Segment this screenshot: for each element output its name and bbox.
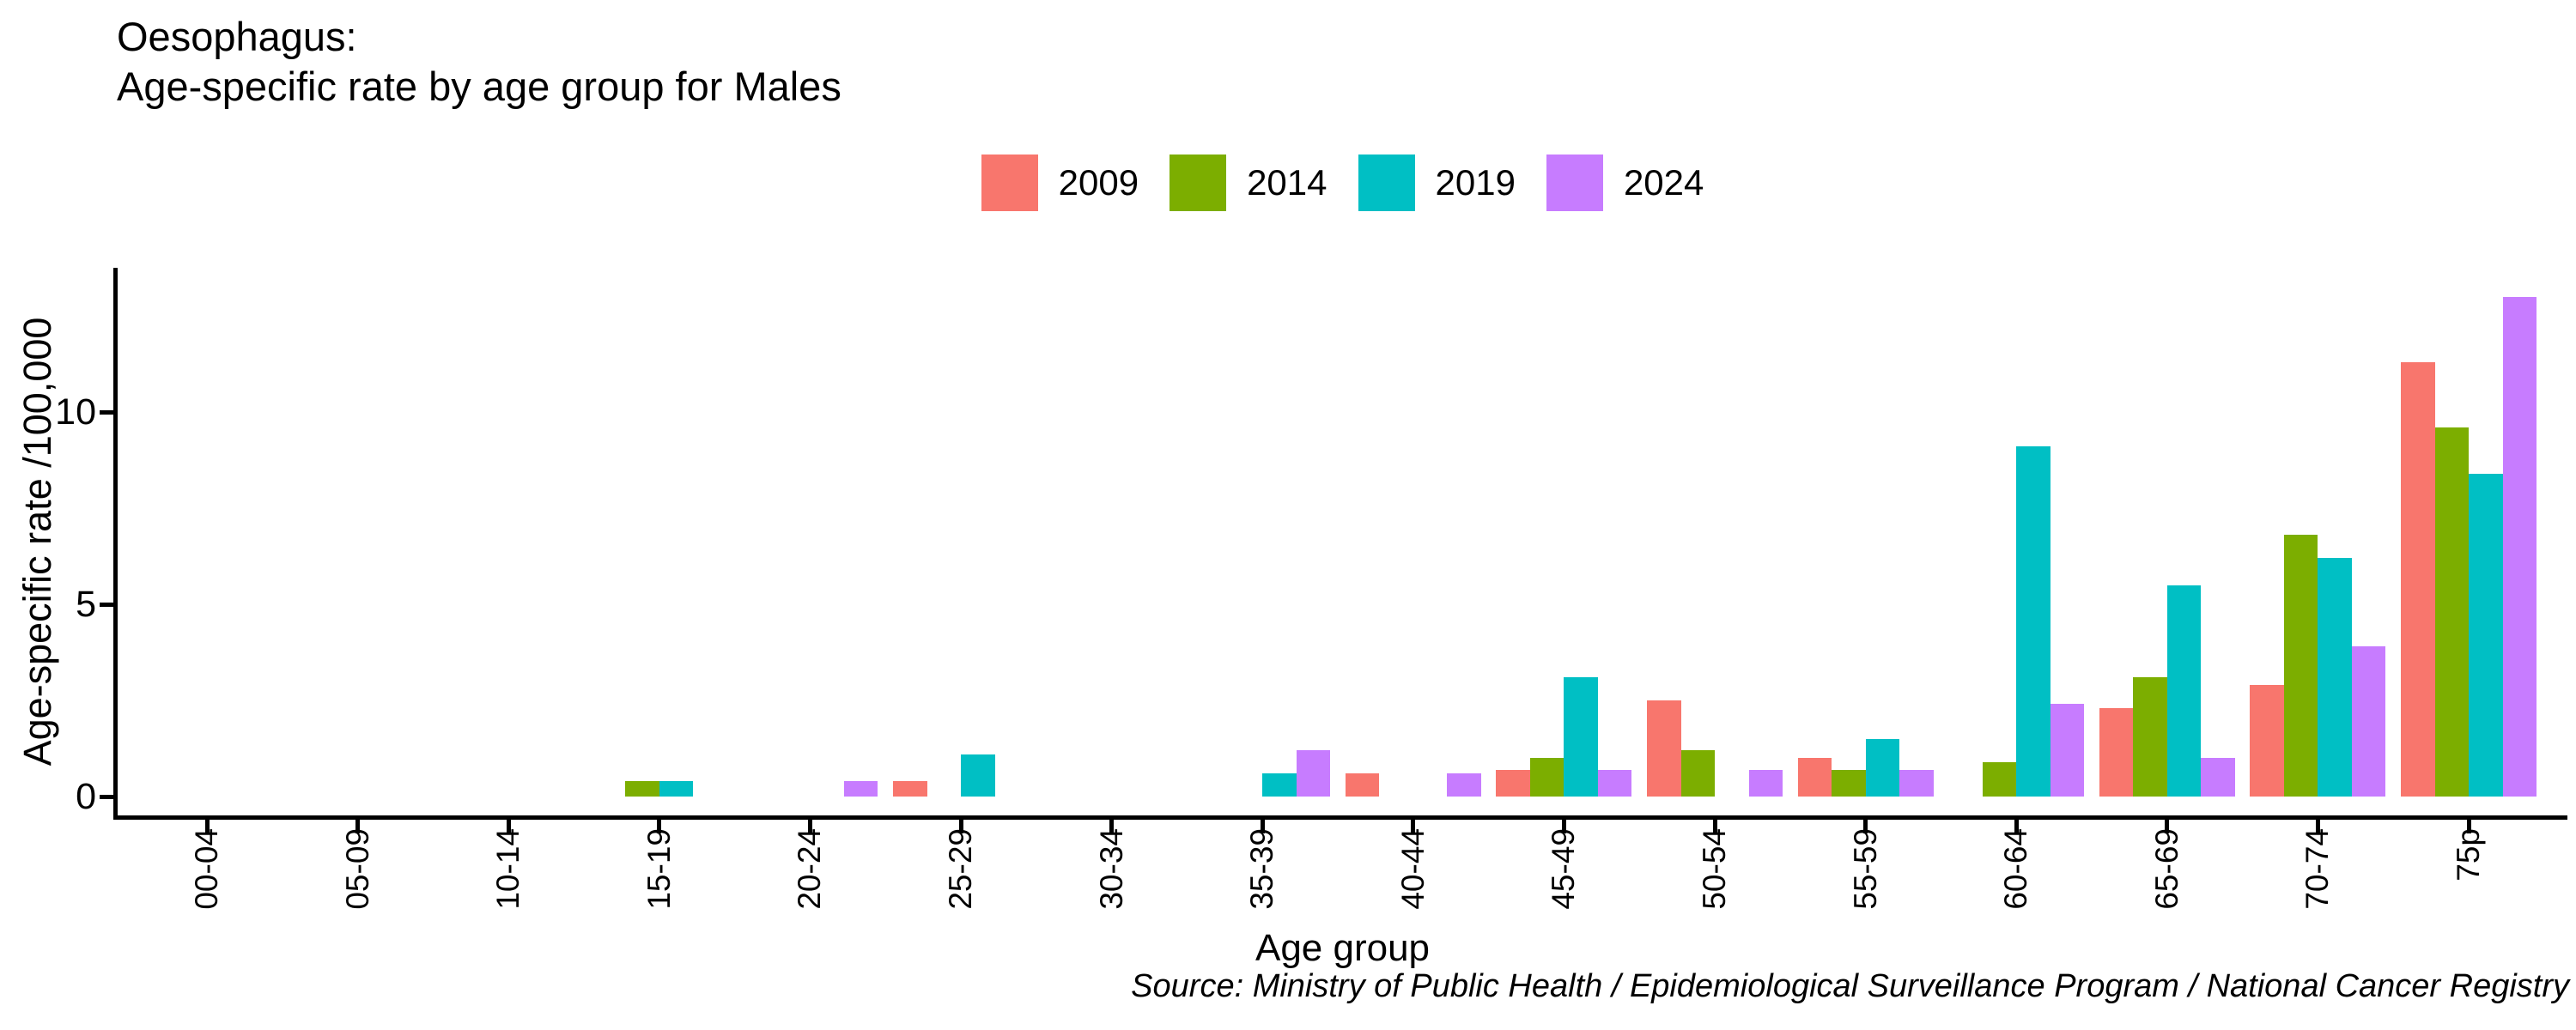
x-axis-tick xyxy=(1561,820,1566,833)
bar-65-69-2024 xyxy=(2201,758,2235,797)
bar-60-64-2014 xyxy=(1982,762,2017,797)
bar-70-74-2024 xyxy=(2351,646,2386,797)
legend: 2009 2014 2019 2024 xyxy=(118,154,2567,211)
bar-70-74-2009 xyxy=(2250,685,2284,797)
source-note: Source: Ministry of Public Health / Epid… xyxy=(1131,968,2569,1004)
bar-45-49-2009 xyxy=(1496,770,1530,797)
x-axis-line xyxy=(113,815,2567,820)
x-axis-tick-label: 00-04 xyxy=(189,828,224,910)
bar-50-54-2014 xyxy=(1680,750,1715,797)
legend-swatch-2009 xyxy=(981,154,1038,211)
x-axis-tick-label: 35-39 xyxy=(1244,828,1280,910)
chart-title-line2: Age-specific rate by age group for Males xyxy=(117,64,841,109)
bar-75p-2024 xyxy=(2502,297,2537,797)
x-axis-tick xyxy=(1712,820,1717,833)
legend-swatch-2019 xyxy=(1358,154,1415,211)
y-axis-tick xyxy=(100,794,113,799)
bar-65-69-2014 xyxy=(2133,677,2167,797)
x-axis-tick-label: 75p xyxy=(2451,828,2486,882)
x-axis-tick-label: 30-34 xyxy=(1093,828,1129,910)
bar-70-74-2014 xyxy=(2283,535,2318,797)
x-axis-tick xyxy=(1260,820,1265,833)
legend-label-2019: 2019 xyxy=(1435,162,1516,203)
legend-label-2024: 2024 xyxy=(1623,162,1704,203)
bar-50-54-2024 xyxy=(1748,770,1783,797)
bar-45-49-2014 xyxy=(1529,758,1564,797)
bar-35-39-2024 xyxy=(1296,750,1331,797)
legend-item-2009: 2009 xyxy=(981,154,1139,211)
bar-40-44-2024 xyxy=(1447,773,1481,797)
bar-35-39-2019 xyxy=(1262,773,1297,797)
legend-item-2024: 2024 xyxy=(1546,154,1704,211)
chart-title-line1: Oesophagus: xyxy=(117,14,357,59)
y-axis-tick xyxy=(100,409,113,415)
x-axis-tick xyxy=(2466,820,2471,833)
y-axis-line xyxy=(113,268,118,820)
x-axis-tick xyxy=(506,820,511,833)
bar-75p-2009 xyxy=(2401,362,2435,797)
legend-swatch-2014 xyxy=(1170,154,1227,211)
bar-55-59-2014 xyxy=(1832,770,1866,797)
bar-20-24-2024 xyxy=(843,781,878,797)
bar-55-59-2019 xyxy=(1865,739,1900,797)
x-axis-tick xyxy=(1863,820,1868,833)
x-axis-tick-label: 25-29 xyxy=(943,828,978,910)
x-axis-tick-label: 15-19 xyxy=(641,828,677,910)
legend-swatch-2024 xyxy=(1546,154,1603,211)
x-axis-title: Age group xyxy=(1255,927,1431,969)
x-axis-tick xyxy=(1109,820,1115,833)
y-axis-tick-label: 10 xyxy=(55,391,96,433)
legend-label-2009: 2009 xyxy=(1058,162,1139,203)
bar-55-59-2009 xyxy=(1797,758,1832,797)
y-axis-tick-label: 5 xyxy=(76,584,96,625)
bar-65-69-2019 xyxy=(2166,585,2202,797)
bar-75p-2014 xyxy=(2434,427,2469,797)
bar-25-29-2019 xyxy=(961,754,995,797)
x-axis-tick xyxy=(355,820,361,833)
x-axis-tick xyxy=(2014,820,2019,833)
legend-item-2019: 2019 xyxy=(1358,154,1516,211)
y-axis-tick xyxy=(100,602,113,607)
x-axis-tick xyxy=(2315,820,2320,833)
legend-item-2014: 2014 xyxy=(1170,154,1327,211)
chart-title: Oesophagus: Age-specific rate by age gro… xyxy=(117,12,841,112)
legend-label-2014: 2014 xyxy=(1247,162,1327,203)
y-axis-tick-label: 0 xyxy=(76,776,96,817)
x-axis-tick-label: 70-74 xyxy=(2300,828,2336,910)
x-axis-tick-label: 40-44 xyxy=(1394,828,1431,910)
x-axis-tick-label: 45-49 xyxy=(1546,828,1582,910)
x-axis-tick-label: 60-64 xyxy=(1998,828,2034,910)
x-axis-tick xyxy=(807,820,812,833)
x-axis-tick-label: 10-14 xyxy=(490,828,526,910)
bar-55-59-2024 xyxy=(1899,770,1934,797)
x-axis-tick-label: 50-54 xyxy=(1697,828,1732,910)
bar-50-54-2009 xyxy=(1647,700,1681,797)
bar-15-19-2019 xyxy=(659,781,694,797)
bar-45-49-2019 xyxy=(1564,677,1598,797)
bar-65-69-2009 xyxy=(2099,708,2134,797)
x-axis-tick xyxy=(2165,820,2170,833)
bar-40-44-2009 xyxy=(1345,773,1380,797)
bar-60-64-2019 xyxy=(2016,446,2050,797)
x-axis-tick-label: 55-59 xyxy=(1847,828,1883,910)
x-axis-tick xyxy=(204,820,210,833)
x-axis-tick-label: 20-24 xyxy=(792,828,828,910)
x-axis-tick-label: 65-69 xyxy=(2148,828,2184,910)
bar-70-74-2019 xyxy=(2318,558,2352,797)
x-axis-tick xyxy=(657,820,662,833)
bar-75p-2019 xyxy=(2469,474,2503,797)
x-axis-tick xyxy=(1411,820,1416,833)
bar-60-64-2024 xyxy=(2050,704,2085,797)
bar-45-49-2024 xyxy=(1597,770,1632,797)
x-axis-tick-label: 05-09 xyxy=(339,828,375,910)
bar-15-19-2014 xyxy=(625,781,659,797)
bar-25-29-2009 xyxy=(893,781,927,797)
x-axis-tick xyxy=(958,820,963,833)
